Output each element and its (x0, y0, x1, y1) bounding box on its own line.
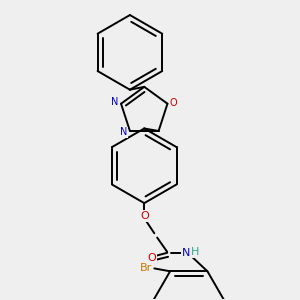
Text: Br: Br (140, 263, 152, 273)
Text: N: N (120, 128, 127, 137)
Text: N: N (111, 97, 118, 107)
Text: N: N (182, 248, 190, 258)
Text: H: H (191, 247, 200, 257)
Text: O: O (140, 211, 148, 221)
Text: O: O (148, 253, 156, 263)
Text: O: O (170, 98, 178, 108)
